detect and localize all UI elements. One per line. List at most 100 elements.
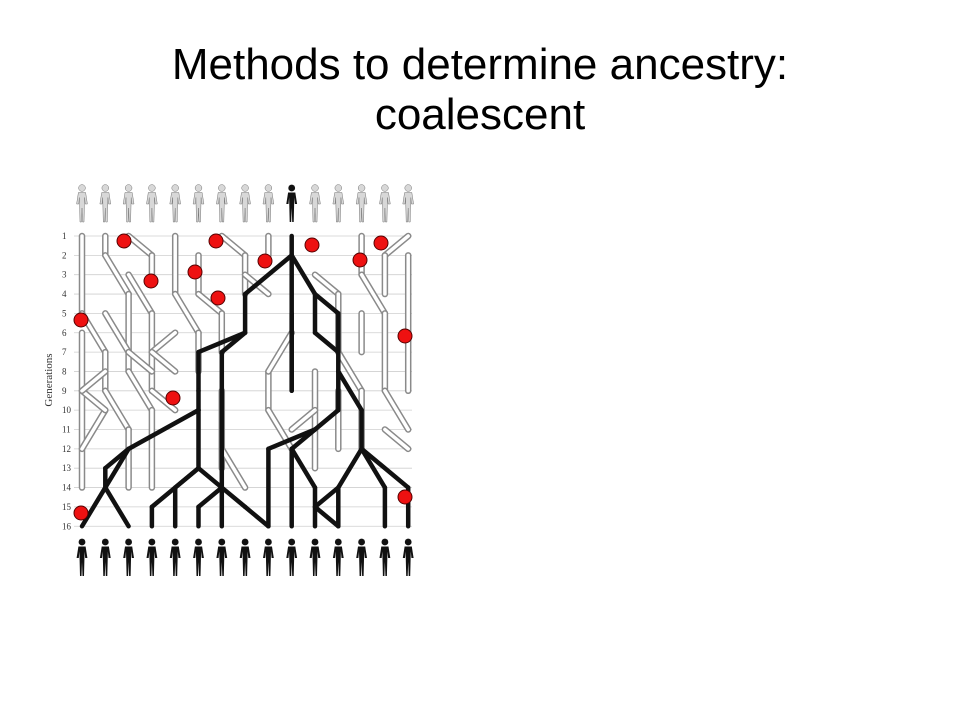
extinct-lineage-fill [126, 272, 154, 316]
extinct-lineage-fill [80, 408, 108, 451]
surviving-lineage [359, 446, 388, 490]
extinction-marker-dot [257, 253, 273, 269]
person-icon [99, 538, 111, 576]
extinct-lineage-fill [150, 389, 177, 412]
extinct-lineages [78, 232, 412, 491]
extinct-lineage-fill [103, 253, 131, 296]
surviving-lineage [242, 253, 294, 297]
extinct-lineage-fill [383, 389, 410, 432]
person-icon [262, 184, 275, 223]
surviving-lineage [312, 504, 341, 529]
extinct-lineage-fill [103, 311, 131, 354]
extinct-lineage-fill [80, 369, 108, 393]
generation-label: 10 [62, 405, 72, 415]
person-icon [239, 184, 251, 223]
extinction-marker-dot [116, 233, 132, 249]
extinct-lineage-fill [383, 234, 410, 258]
person-icon [76, 538, 88, 576]
extinct-lineage-fill [383, 427, 410, 451]
surviving-lineage [312, 485, 341, 510]
person-icon [356, 538, 367, 576]
surviving-lineage [103, 485, 131, 529]
surviving-lineage [219, 485, 248, 510]
extinct-lineage-fill [220, 234, 247, 258]
y-axis-title: Generations [43, 353, 55, 406]
person-icon [379, 184, 391, 223]
extinct-lineage-fill [126, 350, 154, 374]
surviving-lineage [312, 407, 341, 432]
generation-label: 3 [62, 270, 67, 280]
extinction-marker-dot [304, 237, 320, 253]
person-icon [309, 184, 321, 223]
extinction-marker-dot [352, 252, 368, 268]
generation-label: 6 [62, 328, 67, 338]
person-icon [332, 538, 344, 576]
surviving-lineage [289, 446, 318, 490]
ancestral-individuals [76, 184, 415, 223]
extinct-lineage-fill [80, 389, 108, 412]
extinction-markers [73, 233, 413, 521]
surviving-lineage [196, 485, 225, 510]
slide-title: Methods to determine ancestry: coalescen… [0, 40, 960, 140]
generation-label: 2 [62, 250, 67, 260]
extinction-marker-dot [397, 328, 413, 344]
surviving-lineage [359, 446, 411, 490]
surviving-lineages [79, 233, 411, 529]
extinction-marker-dot [73, 312, 89, 328]
extinct-lineage-fill [103, 389, 131, 432]
generation-label: 8 [62, 366, 67, 376]
person-icon [192, 184, 205, 223]
person-icon [216, 538, 228, 576]
extinct-lineage-fill [150, 331, 177, 354]
person-icon [286, 538, 298, 576]
person-icon [355, 184, 368, 223]
generation-label: 14 [62, 483, 72, 493]
extinct-lineage-fill [126, 234, 154, 258]
extinct-lineage-fill [220, 447, 247, 490]
person-icon [309, 538, 321, 576]
person-icon [402, 184, 415, 223]
extinction-marker-dot [397, 489, 413, 505]
extinct-lineage-fill [126, 369, 154, 412]
extinct-lineage-fill [289, 408, 317, 432]
surviving-lineage [312, 291, 341, 316]
extinction-marker-dot [210, 290, 226, 306]
extinct-lineage-fill [173, 292, 201, 335]
generation-label: 4 [62, 289, 67, 299]
person-icon [169, 538, 181, 576]
extinction-marker-dot [373, 235, 389, 251]
extinct-lineage-fill [266, 331, 294, 374]
extinct-lineage-fill [336, 350, 364, 393]
extinction-marker-dot [73, 505, 89, 521]
person-icon [146, 538, 158, 576]
generation-label: 5 [62, 308, 67, 318]
person-icon [146, 184, 158, 223]
present-day-individuals [76, 538, 414, 576]
generation-label: 13 [62, 463, 72, 473]
person-icon [169, 184, 182, 223]
person-icon [193, 538, 204, 576]
surviving-lineage [336, 446, 364, 490]
surviving-lineage [196, 465, 225, 490]
extinction-marker-dot [187, 264, 203, 280]
person-icon [215, 184, 228, 223]
person-icon [263, 538, 274, 576]
person-icon [332, 184, 345, 223]
generation-label: 16 [62, 521, 72, 531]
person-icon [99, 184, 112, 223]
surviving-lineage [336, 369, 364, 413]
title-line-2: coalescent [374, 90, 586, 139]
person-icon [379, 538, 391, 576]
person-icon [123, 538, 134, 576]
generation-label: 11 [62, 425, 71, 435]
extinct-lineage-fill [313, 272, 341, 296]
surviving-lineage [196, 330, 248, 355]
extinct-lineage-fill [359, 272, 387, 316]
person-icon [239, 538, 251, 576]
surviving-lineage [172, 465, 201, 490]
surviving-lineage [312, 330, 341, 355]
ancestor-person-icon [286, 184, 298, 222]
generation-label: 9 [62, 386, 67, 396]
